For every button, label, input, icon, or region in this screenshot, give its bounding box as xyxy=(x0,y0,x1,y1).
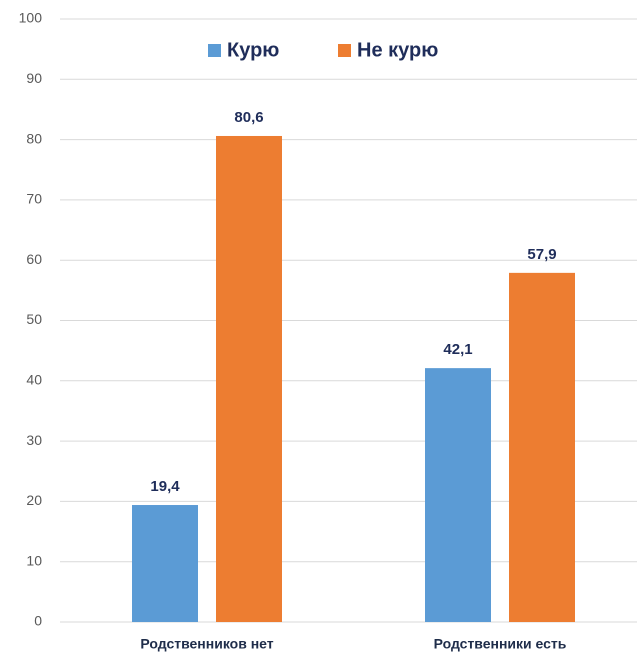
y-tick-label: 90 xyxy=(26,70,42,86)
bar xyxy=(509,272,575,622)
x-tick-label: Родственники есть xyxy=(434,636,567,652)
legend-label: Не курю xyxy=(357,39,438,61)
y-tick-label: 0 xyxy=(34,613,42,629)
y-tick-label: 60 xyxy=(26,251,42,267)
y-tick-label: 70 xyxy=(26,191,42,207)
data-label: 19,4 xyxy=(150,478,180,495)
data-label: 57,9 xyxy=(527,246,556,263)
legend-label: Курю xyxy=(227,39,279,61)
y-tick-label: 10 xyxy=(26,552,42,568)
legend-swatch xyxy=(208,44,221,57)
data-label: 42,1 xyxy=(443,341,472,358)
y-tick-label: 30 xyxy=(26,432,42,448)
y-tick-label: 80 xyxy=(26,130,42,146)
x-tick-label: Родственников нет xyxy=(140,636,273,652)
legend-swatch xyxy=(338,44,351,57)
bar xyxy=(132,505,198,622)
data-label: 80,6 xyxy=(234,109,263,126)
y-tick-label: 20 xyxy=(26,492,42,508)
y-tick-label: 100 xyxy=(19,10,43,26)
bar xyxy=(216,135,282,622)
y-tick-label: 50 xyxy=(26,311,42,327)
y-tick-label: 40 xyxy=(26,372,42,388)
bar xyxy=(425,368,491,622)
